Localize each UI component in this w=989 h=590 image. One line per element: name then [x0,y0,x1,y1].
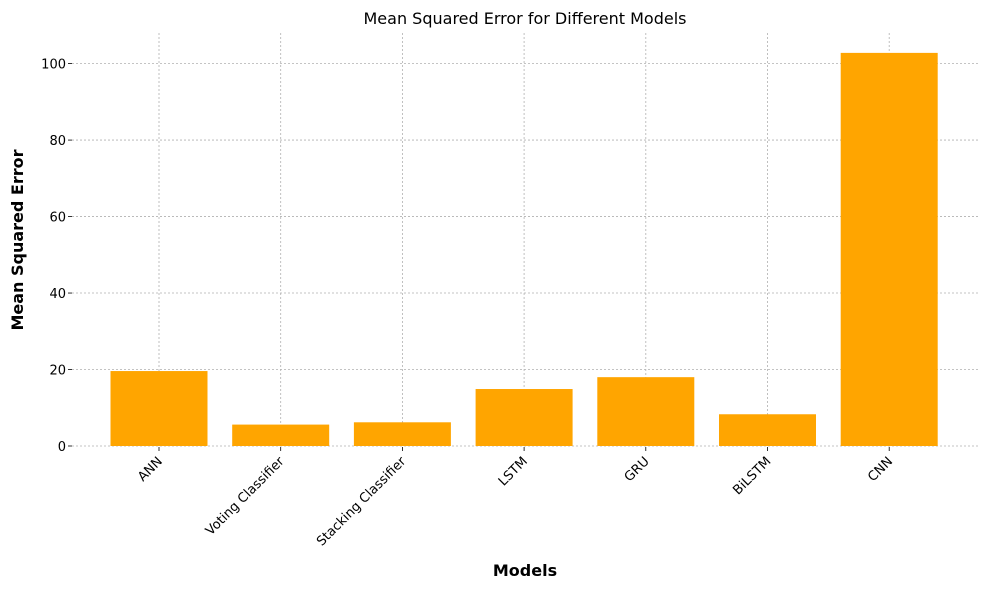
bar-ann [110,371,208,446]
x-tick-label-5: BiLSTM [730,454,774,498]
y-axis-label: Mean Squared Error [8,149,27,330]
y-tick-label-2: 40 [49,287,66,302]
y-tick-label-0: 0 [58,440,66,455]
x-tick-label-4: GRU [622,454,653,485]
chart-title: Mean Squared Error for Different Models [364,9,687,28]
y-axis: 0 20 40 60 80 100 [41,58,72,455]
x-tick-label-1: Voting Classifier [203,454,288,539]
y-tick-label-4: 80 [49,134,66,149]
bar-stacking-classifier [353,422,451,446]
x-axis: ANN Voting Classifier Stacking Classifier L… [135,447,896,549]
bar-gru [597,377,695,446]
y-tick-label-5: 100 [41,58,66,73]
x-tick-label-3: LSTM [496,454,531,489]
bar-bilstm [719,414,816,446]
y-tick-label-3: 60 [49,211,66,226]
x-tick-label-2: Stacking Classifier [314,454,410,550]
y-tick-label-1: 20 [49,364,66,379]
bar-voting-classifier [232,424,330,446]
x-tick-label-6: CNN [865,454,896,485]
bars [110,52,938,446]
x-tick-label-0: ANN [135,454,166,485]
bar-lstm [475,389,573,446]
bar-cnn [840,52,938,446]
x-axis-label: Models [493,561,557,580]
